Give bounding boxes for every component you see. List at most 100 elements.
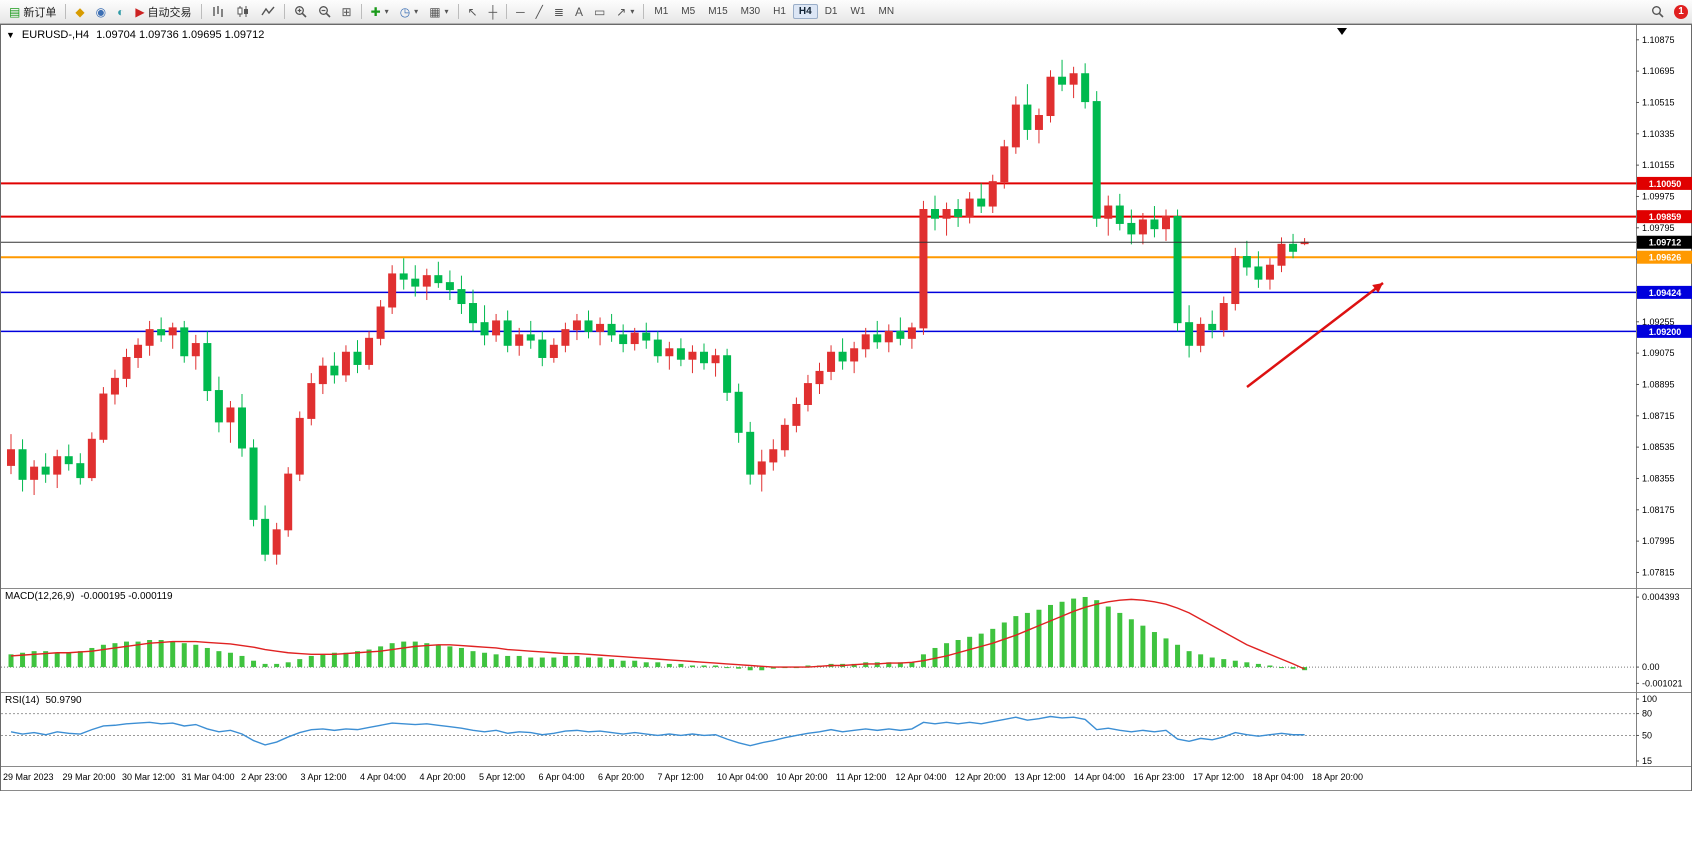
arrows-icon: ↗ [616, 4, 627, 19]
bottom-margin [0, 791, 1692, 844]
svg-text:1.08895: 1.08895 [1642, 379, 1675, 389]
templates-button[interactable]: ▦ ▾ [424, 2, 453, 22]
svg-text:1.07995: 1.07995 [1642, 536, 1675, 546]
zoom-in-icon [294, 6, 307, 18]
chart-bars-button[interactable] [206, 2, 230, 22]
rsi-value: 50.9790 [45, 695, 82, 706]
horizontal-line-button[interactable]: ─ [511, 2, 530, 22]
time-label: 11 Apr 12:00 [836, 772, 887, 782]
chart-window: 1.10875 1.10695 1.10515 1.10335 1.10155 1.099… [0, 24, 1692, 791]
trendline-button[interactable]: ╱ [531, 2, 548, 22]
rsi-chart[interactable]: 100 80 50 15 [1, 693, 1692, 767]
time-label: 29 Mar 20:00 [62, 772, 116, 782]
time-label: 7 Apr 12:00 [657, 772, 704, 782]
price-panel: 1.10875 1.10695 1.10515 1.10335 1.10155 1.099… [1, 25, 1692, 589]
navigator-button[interactable]: ◐ [112, 2, 129, 22]
svg-text:1.10695: 1.10695 [1642, 66, 1675, 76]
time-label: 5 Apr 12:00 [479, 772, 526, 782]
time-label: 10 Apr 20:00 [776, 772, 828, 782]
chevron-down-icon: ▾ [384, 7, 389, 16]
timeframe-m1[interactable]: M1 [654, 6, 669, 17]
cursor-icon: ↖ [467, 4, 478, 19]
svg-text:1.09975: 1.09975 [1642, 191, 1675, 201]
arrows-button[interactable]: ↗ ▾ [611, 2, 639, 22]
new-order-label: 新订单 [23, 6, 57, 19]
autotrading-label: 自动交易 [147, 6, 192, 19]
svg-text:1.09626: 1.09626 [1649, 253, 1682, 263]
svg-text:0.004393: 0.004393 [1642, 592, 1680, 602]
timeframe-h1[interactable]: H1 [773, 6, 786, 17]
separator [283, 4, 285, 19]
separator [200, 4, 202, 19]
chart-line-button[interactable] [256, 2, 280, 22]
market-watch-icon: ◉ [95, 4, 107, 19]
timeframe-h4[interactable]: H4 [792, 4, 818, 19]
svg-text:1.09200: 1.09200 [1649, 327, 1682, 337]
fibonacci-icon: ≣ [553, 4, 564, 19]
svg-text:50: 50 [1642, 730, 1652, 740]
text-button[interactable]: A [570, 2, 588, 22]
trendline-icon: ╱ [535, 4, 543, 19]
chart-candles-button[interactable] [231, 2, 255, 22]
timeframe-d1[interactable]: D1 [824, 6, 838, 17]
macd-panel: 0.004393 0.00 -0.001021 MACD(12,26,9) -0.0… [1, 589, 1691, 693]
separator [360, 4, 362, 19]
periods-button[interactable]: ◷ ▾ [395, 2, 424, 22]
timeframe-m15[interactable]: M15 [708, 6, 728, 17]
tile-windows-button[interactable]: ⊞ [337, 2, 357, 22]
time-label: 29 Mar 2023 [3, 772, 54, 782]
rsi-title: RSI(14) 50.9790 [5, 695, 82, 706]
svg-text:0.00: 0.00 [1642, 662, 1660, 672]
chevron-down-icon: ▾ [414, 7, 419, 16]
metaeditor-button[interactable]: ◆ [70, 2, 89, 22]
time-label: 12 Apr 20:00 [955, 772, 1007, 782]
time-axis[interactable]: 29 Mar 2023 29 Mar 20:00 30 Mar 12:00 31 Ma… [1, 767, 1691, 791]
chart-shift-marker [1337, 28, 1347, 35]
indicators-button[interactable]: ✚ ▾ [366, 2, 394, 22]
svg-text:1.09712: 1.09712 [1649, 238, 1682, 248]
new-order-button[interactable]: ▤ 新订单 [4, 2, 61, 22]
svg-text:1.09795: 1.09795 [1642, 223, 1675, 233]
separator [457, 4, 459, 19]
svg-text:1.08175: 1.08175 [1642, 505, 1675, 515]
svg-text:15: 15 [1642, 756, 1652, 766]
chevron-down-icon: ▾ [444, 7, 449, 16]
chart-candles-icon [237, 6, 248, 17]
timeframe-w1[interactable]: W1 [850, 6, 866, 17]
time-label: 6 Apr 04:00 [538, 772, 585, 782]
timeframe-mn[interactable]: MN [878, 6, 895, 17]
price-chart[interactable]: 1.10875 1.10695 1.10515 1.10335 1.10155 1.099… [1, 25, 1692, 589]
one-click-trading-toggle[interactable]: ▼ [6, 30, 15, 40]
cursor-button[interactable]: ↖ [463, 2, 483, 22]
time-label: 30 Mar 12:00 [122, 772, 176, 782]
autotrading-button[interactable]: ▶ 自动交易 [130, 2, 196, 22]
time-label: 31 Mar 04:00 [181, 772, 235, 782]
zoom-out-button[interactable] [313, 2, 336, 22]
time-label: 14 Apr 04:00 [1074, 772, 1126, 782]
svg-text:1.09075: 1.09075 [1642, 348, 1675, 358]
notification-badge[interactable]: 1 [1674, 4, 1688, 19]
macd-chart[interactable]: 0.004393 0.00 -0.001021 [1, 589, 1692, 693]
text-label-button[interactable]: ▭ [589, 2, 610, 22]
separator [506, 4, 508, 19]
zoom-in-button[interactable] [289, 2, 312, 22]
crosshair-button[interactable]: ┼ [484, 2, 503, 22]
market-watch-button[interactable]: ◉ [91, 2, 111, 22]
template-icon: ▦ [429, 4, 441, 19]
autotrading-icon: ▶ [135, 4, 145, 19]
indicators-icon: ✚ [370, 4, 381, 19]
timeframe-m5[interactable]: M5 [681, 6, 696, 17]
tile-windows-icon: ⊞ [341, 4, 352, 19]
svg-text:1.08535: 1.08535 [1642, 442, 1675, 452]
rsi-panel: 100 80 50 15 RSI(14) 50.9790 [1, 693, 1691, 767]
time-label: 4 Apr 20:00 [419, 772, 466, 782]
zoom-out-icon [318, 6, 331, 18]
time-label: 18 Apr 04:00 [1252, 772, 1304, 782]
search-button[interactable] [1646, 2, 1669, 22]
chart-title: ▼ EURUSD-,H4 1.09704 1.09736 1.09695 1.0… [6, 29, 264, 41]
fibonacci-button[interactable]: ≣ [549, 2, 569, 22]
new-order-icon: ▤ [9, 4, 21, 19]
macd-name: MACD(12,26,9) [5, 591, 75, 602]
timeframe-m30[interactable]: M30 [740, 6, 761, 17]
time-label: 3 Apr 12:00 [300, 772, 347, 782]
